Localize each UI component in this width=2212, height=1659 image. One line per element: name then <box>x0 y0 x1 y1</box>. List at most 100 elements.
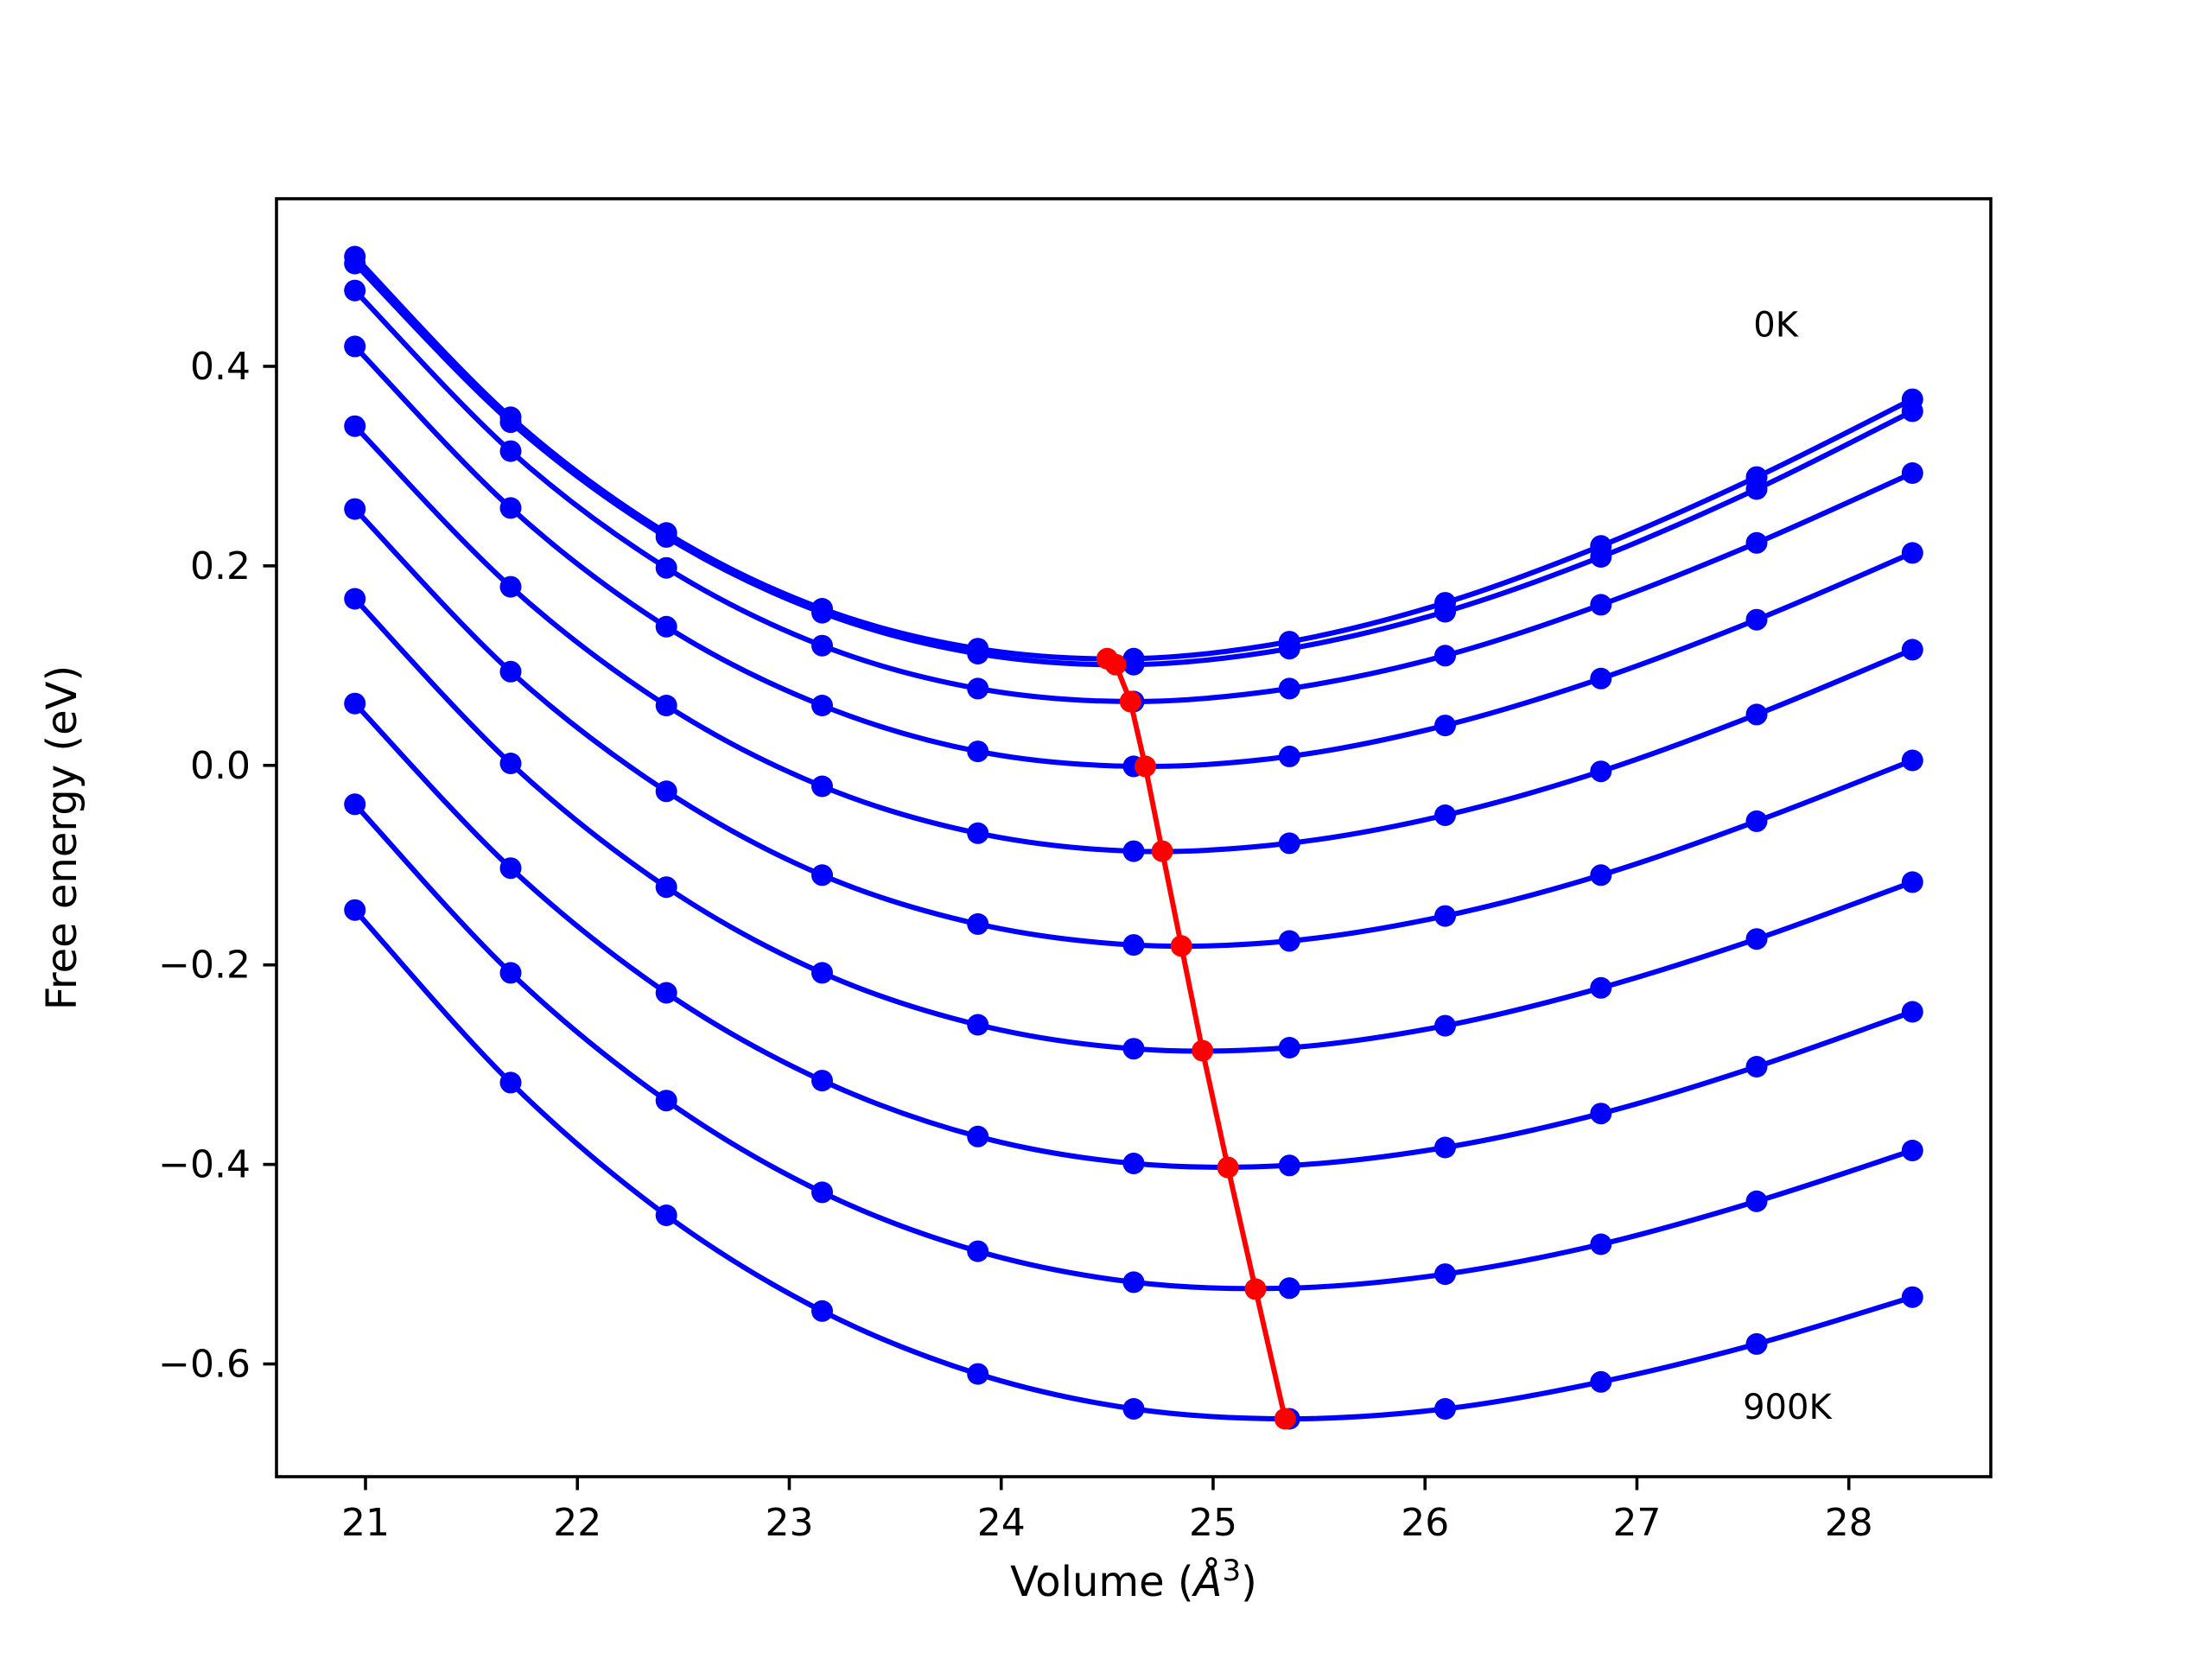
data-point-400K <box>499 575 522 598</box>
data-point-800K <box>344 793 366 816</box>
y-tick-label: 0.4 <box>190 345 251 389</box>
data-point-200K <box>1901 462 1923 484</box>
data-point-100K <box>967 643 989 664</box>
data-point-500K <box>499 660 522 683</box>
data-point-100K <box>344 252 366 275</box>
data-point-500K <box>811 864 833 887</box>
minima-point <box>1192 1039 1214 1062</box>
minima-line <box>1104 656 1288 1421</box>
data-point-900K <box>499 1071 522 1094</box>
data-point-700K <box>1901 1001 1923 1023</box>
data-point-700K <box>344 692 366 715</box>
data-point-200K <box>655 556 677 579</box>
free-energy-curve-700K <box>352 701 1916 1170</box>
data-point-100K <box>811 601 833 624</box>
data-point-600K <box>1745 928 1768 950</box>
data-point-400K <box>1590 760 1612 783</box>
data-point-700K <box>967 1125 989 1147</box>
free-energy-curve-500K <box>352 506 1916 950</box>
data-point-600K <box>655 876 677 899</box>
data-point-800K <box>1745 1190 1768 1212</box>
data-point-700K <box>1434 1136 1456 1159</box>
y-axis-label: Free energy (eV) <box>38 665 86 1010</box>
data-point-800K <box>967 1240 989 1262</box>
data-point-500K <box>1434 905 1456 927</box>
data-point-700K <box>1122 1153 1145 1174</box>
y-tick-label: 0.2 <box>190 544 251 588</box>
data-point-800K <box>811 1181 833 1204</box>
data-point-800K <box>1590 1233 1612 1255</box>
data-point-400K <box>344 415 366 437</box>
data-point-200K <box>1745 531 1768 554</box>
data-point-900K <box>1434 1398 1456 1420</box>
x-tick-label: 24 <box>977 1501 1026 1545</box>
x-tick-label: 28 <box>1825 1501 1873 1545</box>
data-point-400K <box>1901 639 1923 661</box>
data-point-900K <box>1590 1370 1612 1393</box>
annotation-0K: 0K <box>1753 305 1799 345</box>
x-axis-label: Volume (Å3) <box>1010 1554 1257 1606</box>
free-energy-curve-200K <box>352 288 1916 704</box>
data-point-300K <box>1278 745 1300 767</box>
data-point-200K <box>811 634 833 657</box>
data-point-100K <box>1434 601 1456 623</box>
data-point-900K <box>655 1205 677 1226</box>
data-point-900K <box>1901 1286 1923 1308</box>
free-energy-curve-400K <box>352 423 1916 855</box>
data-point-800K <box>1434 1263 1456 1286</box>
data-point-100K <box>1590 546 1612 568</box>
data-point-800K <box>499 962 522 984</box>
data-point-200K <box>499 440 522 462</box>
annotation-900K: 900K <box>1743 1388 1833 1427</box>
y-tick-label: 0.0 <box>190 744 251 788</box>
data-point-900K <box>344 899 366 921</box>
data-point-300K <box>1590 667 1612 690</box>
x-tick-label: 23 <box>765 1501 813 1545</box>
data-point-900K <box>1122 1398 1145 1420</box>
x-tick-label: 27 <box>1612 1501 1661 1545</box>
minima-point <box>1274 1408 1296 1430</box>
minima-point <box>1217 1156 1239 1179</box>
data-point-400K <box>1278 832 1300 855</box>
x-tick-label: 21 <box>341 1501 390 1545</box>
data-point-500K <box>344 498 366 520</box>
data-point-800K <box>1122 1271 1145 1294</box>
data-point-300K <box>1434 715 1456 737</box>
data-point-500K <box>1278 930 1300 952</box>
data-point-300K <box>655 615 677 638</box>
data-point-300K <box>967 741 989 763</box>
x-tick-label: 22 <box>553 1501 601 1545</box>
data-point-200K <box>344 279 366 302</box>
x-tick-label: 26 <box>1401 1501 1449 1545</box>
data-point-400K <box>655 695 677 716</box>
data-point-800K <box>655 1090 677 1112</box>
data-point-800K <box>1901 1140 1923 1161</box>
y-tick-label: −0.2 <box>158 944 251 988</box>
data-point-300K <box>344 335 366 358</box>
data-point-100K <box>499 411 522 434</box>
data-point-700K <box>655 982 677 1004</box>
data-point-600K <box>344 588 366 610</box>
data-point-500K <box>1901 749 1923 772</box>
data-point-500K <box>1590 864 1612 887</box>
data-point-200K <box>1434 645 1456 667</box>
data-point-600K <box>1278 1037 1300 1058</box>
data-point-500K <box>967 912 989 935</box>
data-point-900K <box>1745 1332 1768 1355</box>
minima-point <box>1151 840 1173 862</box>
data-point-800K <box>1278 1277 1300 1300</box>
data-point-200K <box>1278 677 1300 700</box>
data-point-200K <box>967 677 989 700</box>
data-point-600K <box>499 753 522 774</box>
data-point-100K <box>1901 400 1923 423</box>
free-energy-curve-800K <box>352 801 1916 1292</box>
data-point-600K <box>1901 871 1923 893</box>
data-point-100K <box>1745 478 1768 500</box>
data-point-500K <box>1122 934 1145 957</box>
free-energy-curve-300K <box>352 343 1916 770</box>
data-point-300K <box>1745 608 1768 631</box>
data-point-600K <box>967 1014 989 1036</box>
data-point-700K <box>1745 1056 1768 1077</box>
minima-point <box>1170 935 1192 957</box>
